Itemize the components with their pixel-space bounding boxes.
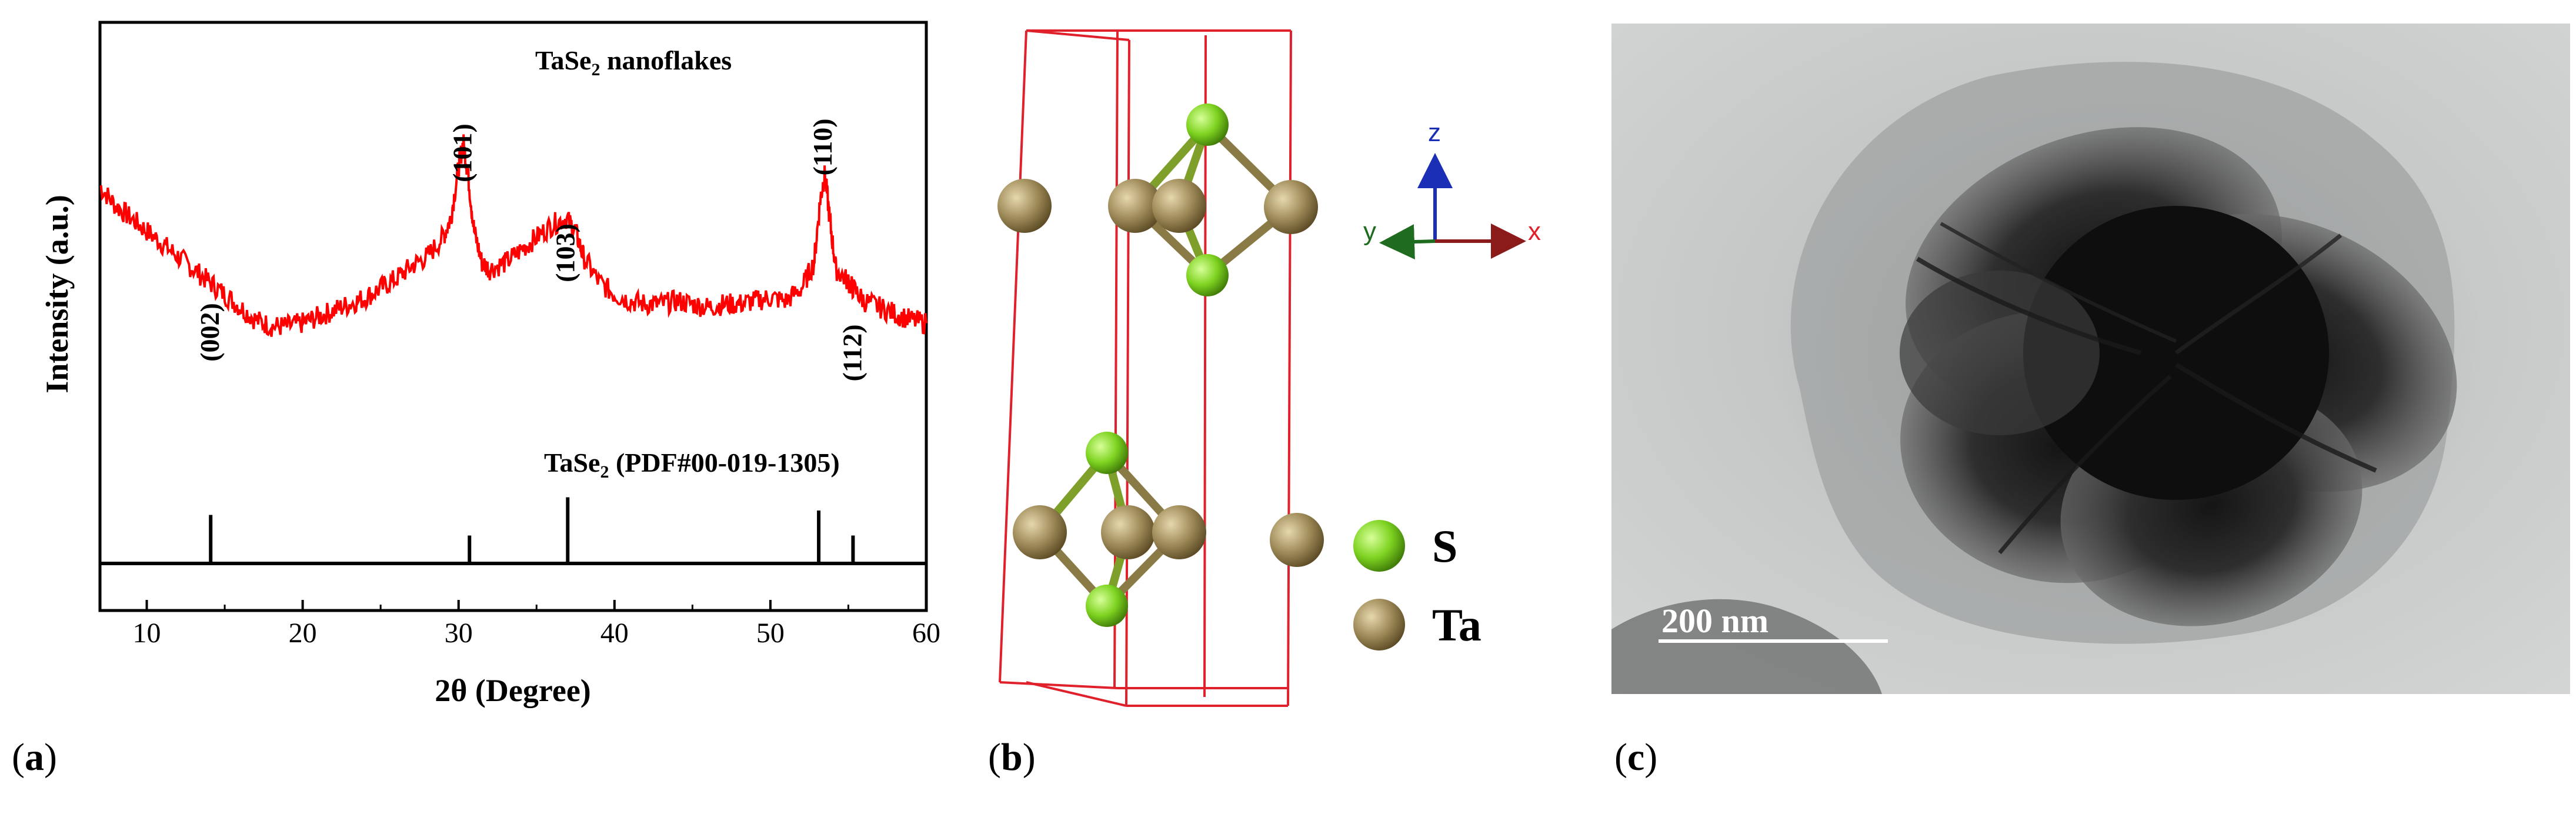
ta-atom bbox=[1108, 179, 1162, 233]
legend-s-label: S bbox=[1432, 521, 1457, 572]
caption-b: (b) bbox=[988, 736, 1036, 779]
ta-atom bbox=[997, 179, 1052, 233]
debris bbox=[1611, 599, 1882, 694]
unit-cell bbox=[999, 29, 1292, 707]
xrd-panel: 10 20 30 40 50 60 (002) (101) (103) (110) (112) T… bbox=[39, 21, 940, 708]
ta-atom bbox=[1101, 505, 1155, 559]
s-atoms bbox=[1086, 104, 1229, 627]
ta-atom bbox=[1152, 179, 1206, 233]
sample-label: TaSe2 nanoflakes bbox=[535, 45, 732, 79]
x-tick-label: 50 bbox=[756, 618, 785, 649]
legend-ta-label: Ta bbox=[1432, 599, 1481, 650]
peak-label: (101) bbox=[448, 124, 478, 182]
ta-atom bbox=[1264, 180, 1318, 234]
crystal-structure-panel: z x y S Ta bbox=[997, 29, 1541, 707]
x-axis-ticks: 10 20 30 40 50 60 bbox=[133, 600, 940, 649]
caption-a: (a) bbox=[12, 736, 57, 779]
tem-image: 200 nm bbox=[1611, 24, 2570, 694]
axis-y-label: y bbox=[1363, 217, 1376, 246]
peak-label: (112) bbox=[837, 324, 867, 381]
axis-z-label: z bbox=[1428, 118, 1441, 147]
x-tick-label: 30 bbox=[445, 618, 473, 649]
nanoflake-cluster bbox=[1900, 127, 2457, 626]
ta-atom bbox=[1152, 505, 1206, 559]
s-atom bbox=[1086, 585, 1128, 627]
s-atom bbox=[1186, 104, 1229, 146]
x-tick-label: 40 bbox=[600, 618, 629, 649]
ta-atoms bbox=[997, 179, 1324, 567]
y-axis-title: Intensity (a.u.) bbox=[39, 195, 75, 393]
s-atom bbox=[1086, 432, 1128, 474]
ta-atom bbox=[1270, 513, 1324, 567]
x-tick-label: 20 bbox=[289, 618, 317, 649]
peak-label: (110) bbox=[807, 118, 837, 175]
ta-atom bbox=[1013, 505, 1067, 559]
peak-label: (002) bbox=[195, 303, 225, 362]
x-tick-label: 10 bbox=[133, 618, 161, 649]
x-axis-title: 2θ (Degree) bbox=[435, 673, 591, 708]
xrd-pattern-line bbox=[99, 134, 927, 337]
axes-triad: z x y bbox=[1363, 118, 1541, 260]
peak-label: (103) bbox=[550, 223, 580, 282]
scale-bar-label: 200 nm bbox=[1661, 602, 1769, 640]
atom-legend: S Ta bbox=[1353, 520, 1481, 650]
reference-label: TaSe2 (PDF#00-019-1305) bbox=[544, 448, 840, 482]
x-tick-label: 60 bbox=[912, 618, 940, 649]
legend-ta-swatch bbox=[1353, 599, 1405, 650]
peak-labels: (002) (101) (103) (110) (112) bbox=[195, 118, 867, 381]
caption-c: (c) bbox=[1614, 736, 1658, 779]
axis-x-label: x bbox=[1528, 217, 1541, 246]
s-atom bbox=[1186, 254, 1229, 296]
reference-sticks bbox=[209, 497, 855, 563]
legend-s-swatch bbox=[1353, 520, 1405, 572]
